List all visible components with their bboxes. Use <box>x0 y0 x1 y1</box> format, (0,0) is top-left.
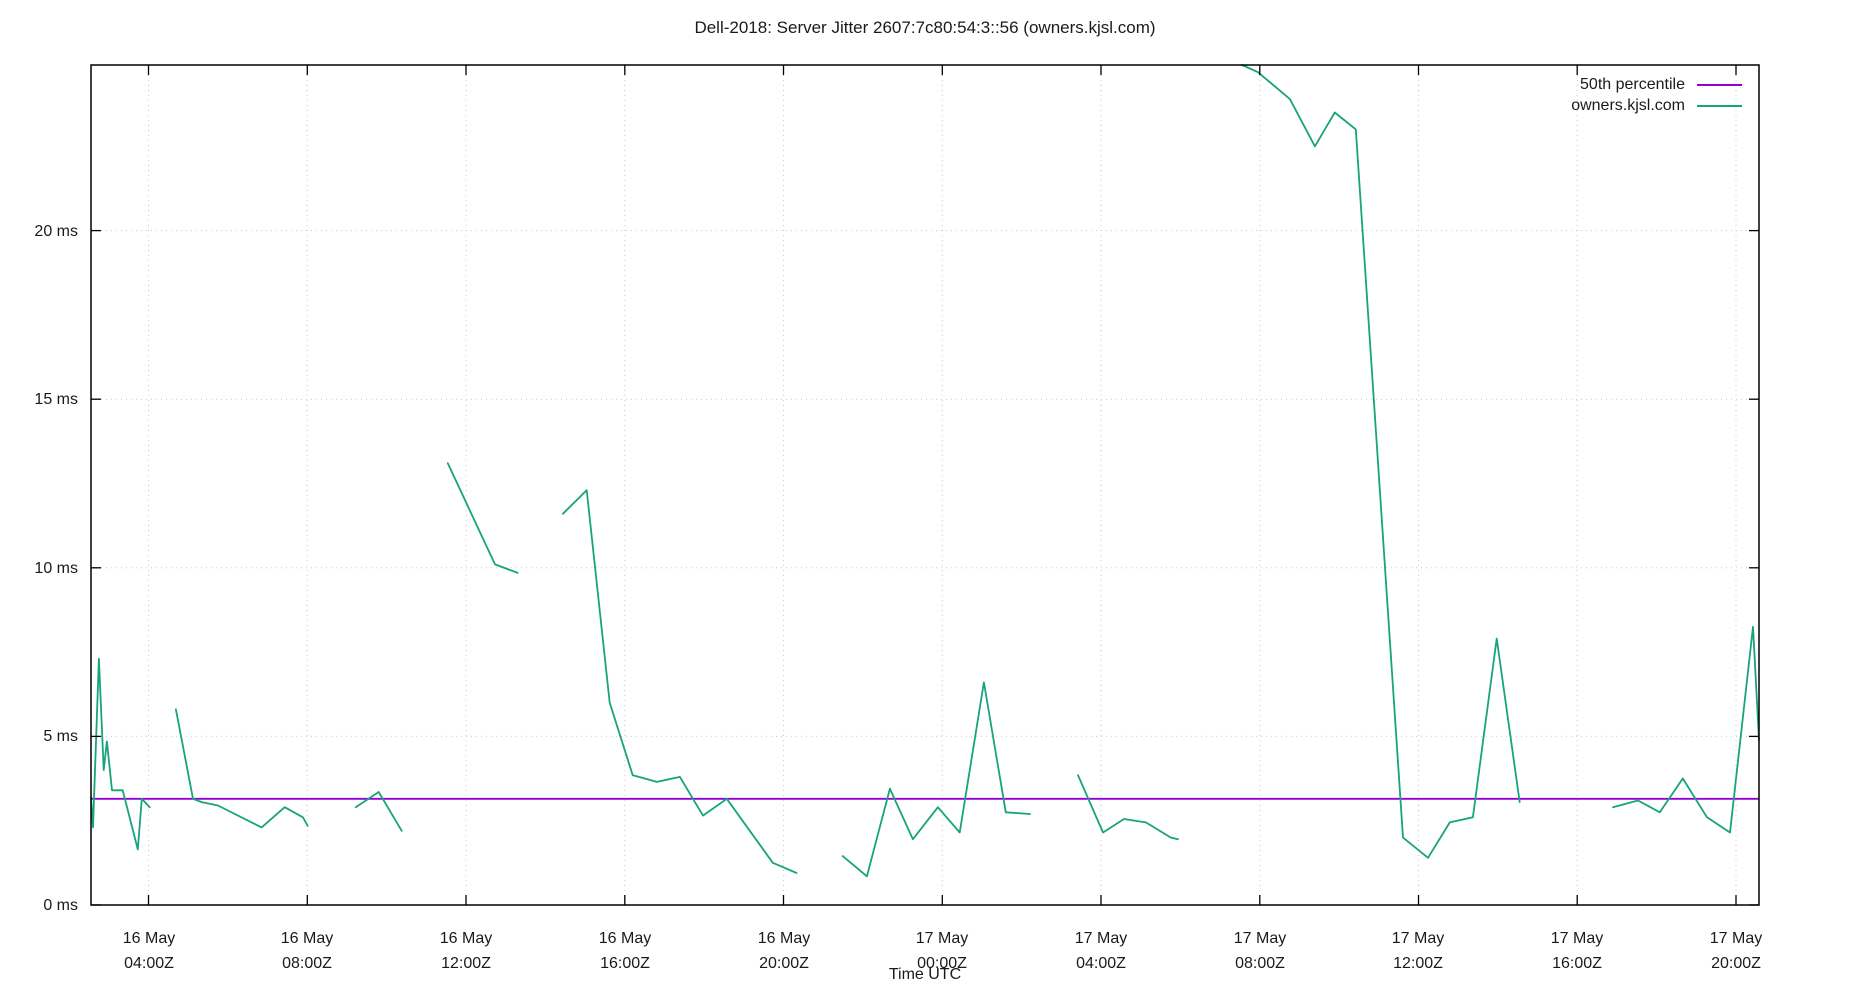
series-line-owners-kjsl-com <box>1077 774 1179 841</box>
x-tick-label: 17 May 00:00Z <box>915 930 969 972</box>
y-tick-label: 15 ms <box>34 391 78 408</box>
plot-border <box>90 64 1760 906</box>
y-tick-label: 10 ms <box>34 560 78 577</box>
x-tick-label: 16 May 12:00Z <box>439 930 493 972</box>
y-tick-label: 0 ms <box>43 897 78 914</box>
x-tick-label: 16 May 16:00Z <box>598 930 652 972</box>
x-tick-label: 17 May 20:00Z <box>1709 930 1763 972</box>
x-tick-label: 17 May 08:00Z <box>1233 930 1287 972</box>
series-line-owners-kjsl-com <box>1612 625 1760 834</box>
series-line-owners-kjsl-com <box>446 462 519 574</box>
legend-line-sample-owners-kjsl-com <box>1697 104 1742 107</box>
series-line-owners-kjsl-com <box>354 791 403 832</box>
series-line-owners-kjsl-com <box>562 489 798 874</box>
legend-label-owners-kjsl-com: owners.kjsl.com <box>1571 96 1685 114</box>
x-tick-label: 16 May 20:00Z <box>757 930 811 972</box>
series-line-owners-kjsl-com <box>90 657 151 851</box>
y-tick-label: 5 ms <box>43 728 78 745</box>
legend-item-owners-kjsl-com: owners.kjsl.com <box>1571 95 1742 116</box>
legend-line-sample-50th-percentile <box>1697 83 1742 86</box>
series-line-owners-kjsl-com <box>841 681 1031 878</box>
x-tick-label: 16 May 04:00Z <box>122 930 176 972</box>
legend-label-50th-percentile: 50th percentile <box>1580 75 1685 93</box>
legend: 50th percentile owners.kjsl.com <box>1571 74 1742 116</box>
series-line-owners-kjsl-com <box>1241 64 1521 859</box>
x-tick-label: 17 May 16:00Z <box>1550 930 1604 972</box>
x-axis-title: Time UTC <box>888 966 962 983</box>
series-line-owners-kjsl-com <box>175 708 309 829</box>
chart-title: Dell-2018: Server Jitter 2607:7c80:54:3:… <box>694 18 1156 37</box>
x-tick-label: 17 May 04:00Z <box>1074 930 1128 972</box>
legend-item-50th-percentile: 50th percentile <box>1571 74 1742 95</box>
x-tick-label: 17 May 12:00Z <box>1391 930 1445 972</box>
y-tick-label: 20 ms <box>34 223 78 240</box>
x-tick-label: 16 May 08:00Z <box>280 930 334 972</box>
